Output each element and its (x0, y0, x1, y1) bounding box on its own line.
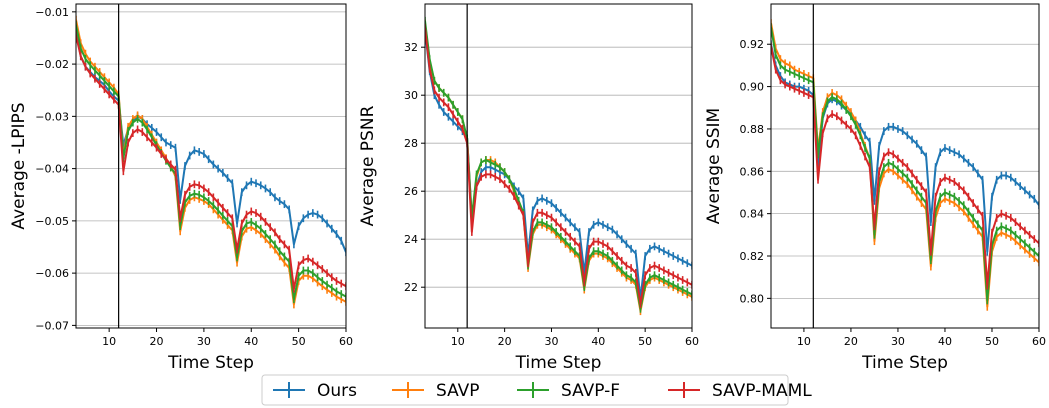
y-tick-label: 32 (404, 41, 418, 54)
x-tick-label: 60 (685, 335, 699, 348)
series-savp (425, 19, 692, 316)
x-tick-label: 60 (1032, 335, 1046, 348)
series-line (771, 27, 1039, 302)
series-ours (425, 26, 692, 304)
y-tick-label: 0.88 (740, 123, 765, 136)
y-tick-label: 0.84 (740, 208, 765, 221)
series-ours (771, 40, 1039, 256)
axes-frame (75, 3, 347, 329)
y-tick-label: −0.04 (35, 163, 69, 176)
legend-label: SAVP (436, 381, 480, 401)
legend: Ours SAVP SAVP-F SAVP-MAML (261, 374, 812, 406)
x-axis-label: Time Step (861, 353, 948, 373)
series-savp-f (425, 16, 692, 313)
x-tick-label: 60 (339, 335, 353, 348)
x-tick-label: 50 (292, 335, 306, 348)
y-tick-label: 0.86 (740, 165, 765, 178)
x-tick-label: 20 (150, 335, 164, 348)
axes-frame (424, 3, 693, 329)
x-tick-label: 40 (938, 335, 952, 348)
plot-area (425, 16, 692, 316)
y-tick-label: 26 (404, 185, 418, 198)
y-tick-label: −0.07 (35, 319, 69, 332)
x-tick-label: 10 (797, 335, 811, 348)
series-line (76, 35, 346, 290)
series-savp-maml (771, 42, 1039, 290)
y-axis-label: Average SSIM (704, 108, 724, 224)
x-axis-label: Time Step (515, 353, 602, 373)
series-savp-maml (76, 31, 346, 293)
axes-frame (770, 3, 1040, 329)
y-axis-label: Average PSNR (358, 105, 378, 226)
x-tick-label: 20 (844, 335, 858, 348)
x-tick-label: 10 (102, 335, 116, 348)
x-axis-label: Time Step (167, 353, 254, 373)
y-tick-label: 30 (404, 89, 418, 102)
series-ours (76, 26, 346, 257)
x-tick-label: 30 (197, 335, 211, 348)
chart-panel-1: −0.07 −0.06 −0.05 −0.04 −0.03 −0.02 −0.01 10 20 3… (9, 3, 353, 373)
y-tick-label: 0.80 (740, 292, 765, 305)
y-tick-label: 0.82 (740, 250, 765, 263)
y-tick-label: −0.02 (35, 58, 69, 71)
x-tick-label: 40 (244, 335, 258, 348)
series-line (771, 46, 1039, 287)
y-tick-label: 0.90 (740, 81, 765, 94)
x-tick-label: 20 (498, 335, 512, 348)
legend-label: Ours (317, 381, 357, 401)
legend-label: SAVP-F (561, 381, 620, 401)
series-savp-maml (425, 24, 692, 308)
series-line (425, 20, 692, 310)
x-tick-label: 30 (544, 335, 558, 348)
y-tick-label: 22 (404, 281, 418, 294)
chart-panel-2: 22 24 26 28 30 32 10 20 30 40 50 60 Time Step Average… (358, 3, 699, 373)
x-tick-label: 10 (451, 335, 465, 348)
series-line (76, 29, 346, 253)
x-tick-label: 30 (891, 335, 905, 348)
legend-entry-savp-maml: SAVP-MAML (668, 381, 812, 401)
x-tick-label: 40 (591, 335, 605, 348)
series-savp-f (771, 23, 1039, 305)
y-tick-label: −0.06 (35, 267, 69, 280)
legend-entry-savp: SAVP (392, 381, 480, 401)
plot-area (76, 15, 346, 309)
series-line (771, 44, 1039, 253)
y-tick-label: −0.03 (35, 110, 69, 123)
legend-label: SAVP-MAML (712, 381, 812, 401)
x-tick-label: 50 (638, 335, 652, 348)
x-tick-label: 50 (985, 335, 999, 348)
chart-panel-3: 0.80 0.82 0.84 0.86 0.88 0.90 0.92 10 20 30 40 50 60… (704, 3, 1046, 373)
legend-entry-ours: Ours (273, 381, 357, 401)
chart-panels: −0.07 −0.06 −0.05 −0.04 −0.03 −0.02 −0.01 10 20 3… (9, 3, 1046, 373)
series-line (425, 30, 692, 301)
legend-entry-savp-f: SAVP-F (517, 381, 620, 401)
series-line (425, 27, 692, 305)
y-tick-label: −0.05 (35, 215, 69, 228)
y-tick-label: −0.01 (35, 6, 69, 19)
y-tick-label: 28 (404, 137, 418, 150)
y-tick-label: 24 (404, 233, 418, 246)
y-tick-label: 0.92 (740, 38, 765, 51)
plot-area (771, 19, 1039, 311)
y-axis-label: Average -LPIPS (9, 102, 29, 229)
